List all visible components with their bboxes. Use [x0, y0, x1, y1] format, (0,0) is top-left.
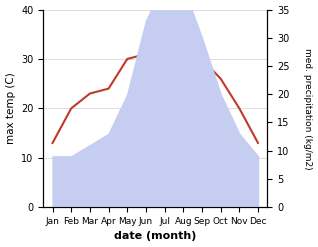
Y-axis label: med. precipitation (kg/m2): med. precipitation (kg/m2): [303, 48, 313, 169]
X-axis label: date (month): date (month): [114, 231, 197, 242]
Y-axis label: max temp (C): max temp (C): [5, 72, 16, 144]
